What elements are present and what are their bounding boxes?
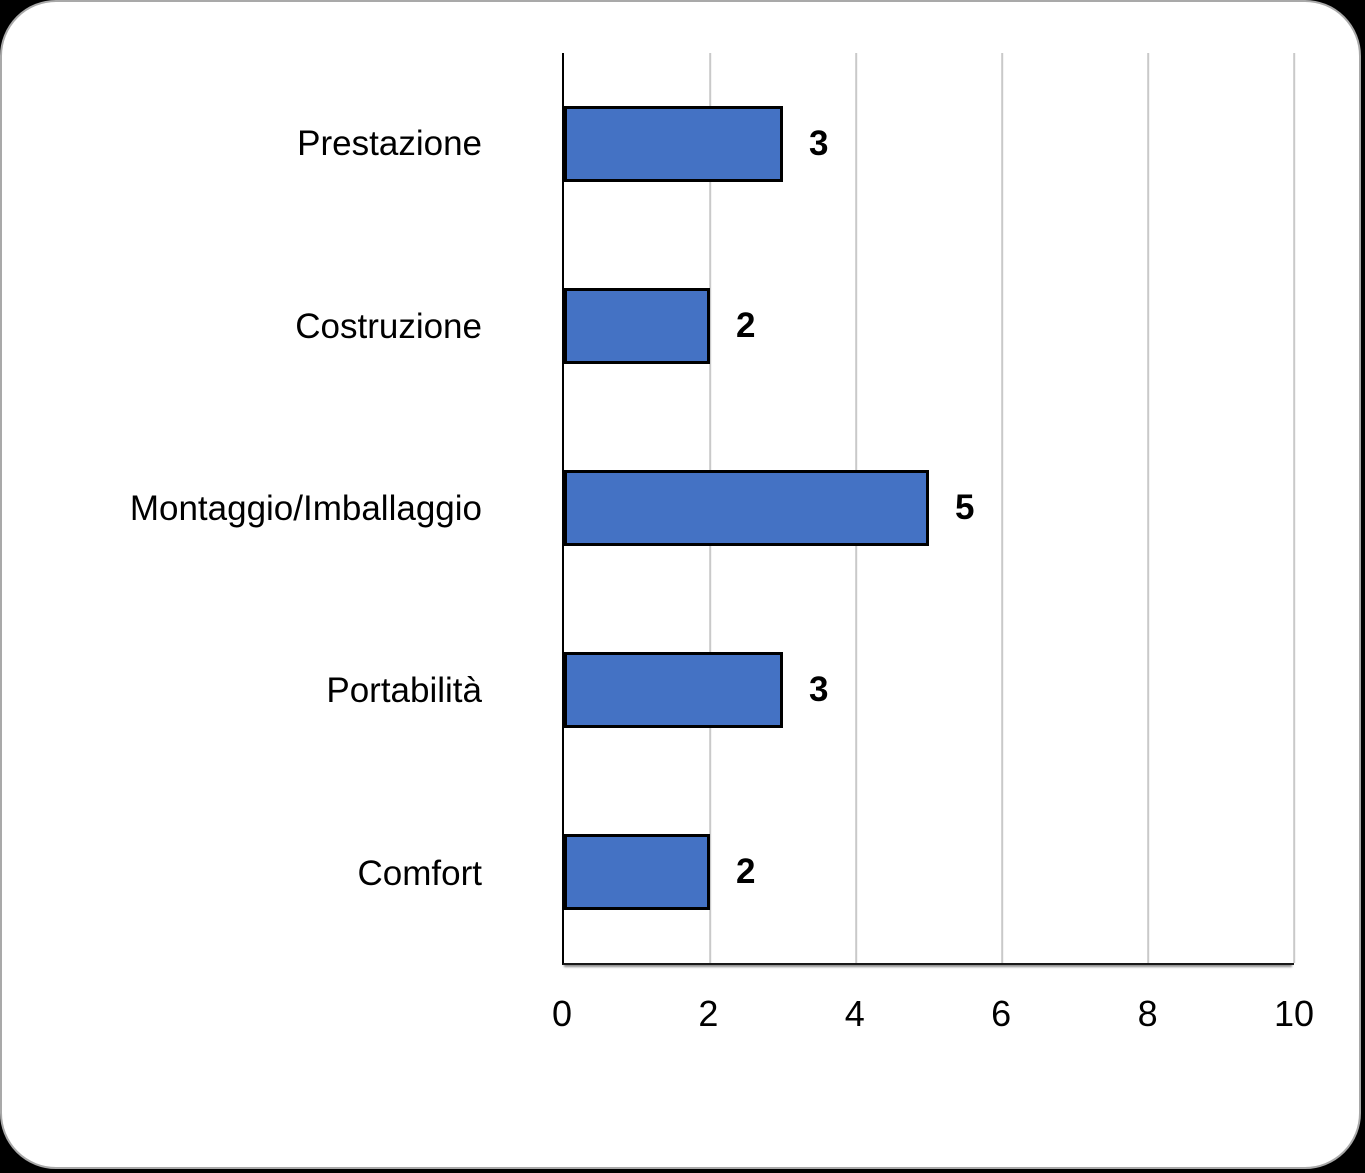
bar-value-label: 3 — [809, 670, 829, 709]
bar — [564, 652, 783, 728]
bar-value-label: 3 — [809, 124, 829, 163]
x-tick-label: 6 — [991, 993, 1012, 1034]
category-label: Prestazione — [297, 124, 482, 164]
x-tick-label: 10 — [1273, 993, 1315, 1034]
category-label: Costruzione — [295, 306, 482, 346]
bar-row: 2 — [564, 781, 1294, 963]
gridline — [1147, 53, 1149, 963]
plot-area: 3 2 5 3 2 — [562, 53, 1295, 965]
bar-value-label: 2 — [736, 306, 756, 345]
gridline — [1293, 53, 1295, 963]
x-tick-label: 4 — [844, 993, 865, 1034]
bar — [564, 834, 710, 910]
bar-row: 3 — [564, 53, 1294, 235]
category-label: Comfort — [357, 853, 482, 893]
bar-value-label: 5 — [955, 488, 975, 527]
bar-value-label: 2 — [736, 852, 756, 891]
category-axis: Prestazione Costruzione Montaggio/Imballag… — [2, 53, 522, 965]
bar-row: 3 — [564, 599, 1294, 781]
x-tick-label: 2 — [698, 993, 719, 1034]
category-label: Portabilità — [326, 671, 482, 711]
bar-row: 2 — [564, 235, 1294, 417]
bar — [564, 470, 929, 546]
x-axis: 0 2 4 6 8 10 — [552, 965, 1314, 1045]
bar — [564, 106, 783, 182]
category-label: Montaggio/Imballaggio — [129, 489, 482, 529]
bar — [564, 288, 710, 364]
bar-row: 5 — [564, 417, 1294, 599]
x-tick-label: 0 — [551, 993, 573, 1034]
gridline — [1001, 53, 1003, 963]
x-tick-label: 8 — [1137, 993, 1158, 1034]
